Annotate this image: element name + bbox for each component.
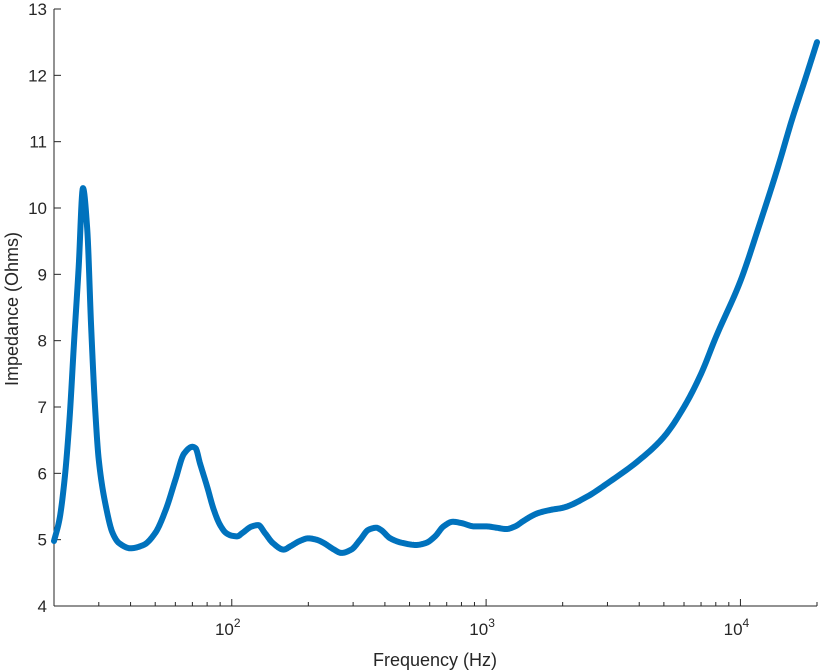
y-tick-label: 5 xyxy=(38,531,47,550)
series-layer xyxy=(51,39,820,556)
impedance-series-line xyxy=(51,39,820,556)
y-tick-label: 6 xyxy=(38,464,47,483)
y-tick-label: 12 xyxy=(28,66,47,85)
y-tick-label: 4 xyxy=(38,597,47,616)
x-tick-label: 103 xyxy=(469,616,495,639)
x-axis-title: Frequency (Hz) xyxy=(373,650,497,670)
y-tick-label: 13 xyxy=(28,0,47,19)
y-axis-title: Impedance (Ohms) xyxy=(2,232,22,386)
x-tick-label: 102 xyxy=(215,616,241,639)
y-tick-label: 10 xyxy=(28,199,47,218)
x-tick-label: 104 xyxy=(724,616,750,639)
y-tick-label: 9 xyxy=(38,265,47,284)
y-tick-label: 8 xyxy=(38,332,47,351)
y-tick-label: 7 xyxy=(38,398,47,417)
ticks-layer: 4 5 6 7 8 9 10 11 12 13 102 103 104 xyxy=(28,0,818,639)
y-tick-label: 11 xyxy=(29,133,47,152)
axes-layer xyxy=(53,9,817,607)
